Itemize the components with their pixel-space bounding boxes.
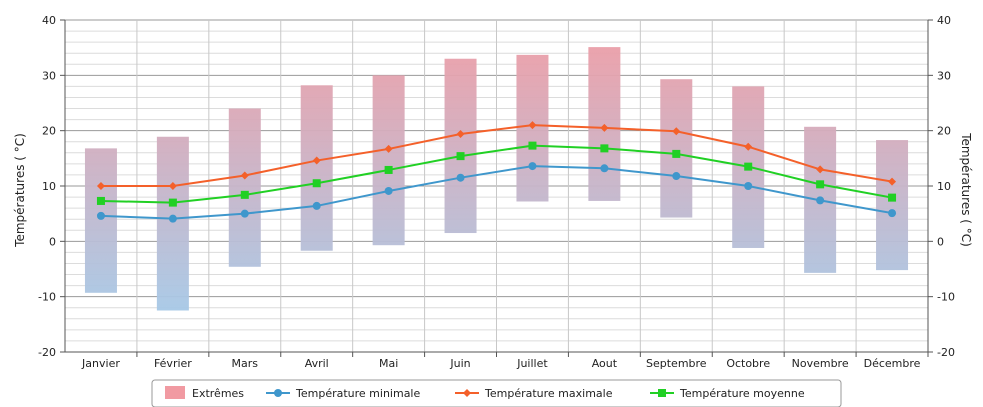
extremes-bars bbox=[84, 47, 909, 311]
series-point bbox=[816, 165, 825, 174]
y-axis-right-title: Températures ( °C) bbox=[959, 132, 973, 247]
series-point bbox=[168, 214, 177, 223]
series-point bbox=[816, 196, 825, 205]
y-tick-label-right: 10 bbox=[937, 180, 951, 193]
x-tick-label: Septembre bbox=[646, 357, 707, 370]
extremes-bar bbox=[156, 136, 189, 311]
series-point bbox=[672, 149, 681, 158]
y-tick-label-right: 40 bbox=[937, 14, 951, 27]
series-point bbox=[456, 152, 465, 161]
series-lines bbox=[96, 121, 897, 223]
extremes-bar bbox=[228, 108, 261, 267]
series-point bbox=[816, 180, 825, 189]
y-tick-label-right: 0 bbox=[937, 235, 944, 248]
series-point bbox=[384, 144, 393, 153]
x-tick-label: Mars bbox=[232, 357, 259, 370]
x-tick-label: Avril bbox=[305, 357, 329, 370]
x-tick-label: Janvier bbox=[81, 357, 120, 370]
x-tick-label: Février bbox=[154, 357, 192, 370]
extremes-bar bbox=[300, 85, 333, 251]
x-tick-label: Décembre bbox=[864, 357, 921, 370]
x-tick-label: Mai bbox=[379, 357, 398, 370]
series-line bbox=[100, 144, 893, 204]
series-point bbox=[240, 190, 249, 199]
legend-label-moy: Température moyenne bbox=[679, 387, 805, 400]
y-tick-label-left: -20 bbox=[38, 346, 56, 359]
legend-marker-min bbox=[274, 389, 282, 397]
y-tick-label-right: -10 bbox=[937, 291, 955, 304]
series-point bbox=[456, 129, 465, 138]
legend-label-min: Température minimale bbox=[295, 387, 420, 400]
series-point bbox=[528, 141, 537, 150]
y-tick-label-left: 20 bbox=[42, 125, 56, 138]
legend-label-extremes: Extrêmes bbox=[192, 387, 244, 400]
legend-frame bbox=[151, 379, 842, 407]
x-tick-label: Novembre bbox=[792, 357, 849, 370]
x-tick-label: Juin bbox=[449, 357, 470, 370]
y-tick-label-right: 30 bbox=[937, 69, 951, 82]
x-tick-label: Octobre bbox=[726, 357, 770, 370]
series-point bbox=[744, 162, 753, 171]
extremes-bar bbox=[876, 140, 909, 271]
series-point bbox=[312, 179, 321, 188]
y-tick-label-right: 20 bbox=[937, 125, 951, 138]
y-axis-left-title: Températures ( °C) bbox=[13, 133, 27, 248]
axes: -20 -20 -10 -10 0 0 10 10 20 20 30 30 40 40 Janvier Fév… bbox=[38, 14, 955, 370]
series-point bbox=[96, 211, 105, 220]
x-tick-label: Aout bbox=[592, 357, 618, 370]
y-tick-label-right: -20 bbox=[937, 346, 955, 359]
extremes-bar bbox=[444, 58, 477, 234]
series-point bbox=[96, 182, 105, 190]
extremes-bar bbox=[660, 79, 693, 218]
grid-lines bbox=[64, 19, 929, 353]
series-point bbox=[888, 193, 897, 202]
series-point bbox=[96, 196, 105, 205]
legend-swatch-extremes bbox=[165, 386, 185, 399]
series-point bbox=[600, 164, 609, 173]
y-tick-label-left: 30 bbox=[42, 69, 56, 82]
series-point bbox=[312, 201, 321, 210]
series-point bbox=[240, 171, 249, 180]
legend: Extrêmes Température minimale Températur… bbox=[151, 379, 842, 407]
x-tick-label: Juillet bbox=[516, 357, 548, 370]
series-point bbox=[528, 162, 537, 171]
legend-label-max: Température maximale bbox=[484, 387, 613, 400]
series-point bbox=[888, 177, 897, 186]
legend-marker-moy bbox=[658, 389, 666, 397]
extremes-bar bbox=[84, 148, 117, 293]
series-point bbox=[240, 209, 249, 218]
series-point bbox=[600, 123, 609, 132]
series-line bbox=[100, 124, 893, 187]
series-point bbox=[384, 165, 393, 174]
series-point bbox=[672, 127, 681, 136]
series-point bbox=[384, 186, 393, 195]
series-point bbox=[600, 144, 609, 153]
extremes-bar bbox=[372, 75, 405, 246]
series-line bbox=[100, 165, 893, 220]
series-point bbox=[168, 198, 177, 207]
series-point bbox=[168, 182, 177, 190]
y-tick-label-left: 40 bbox=[42, 14, 56, 27]
y-tick-label-left: -10 bbox=[38, 291, 56, 304]
series-point bbox=[456, 173, 465, 182]
series-point bbox=[312, 156, 321, 165]
y-tick-label-left: 10 bbox=[42, 180, 56, 193]
series-point bbox=[744, 142, 753, 151]
series-point bbox=[672, 172, 681, 181]
y-tick-label-left: 0 bbox=[49, 235, 56, 248]
series-point bbox=[528, 121, 537, 130]
series-point bbox=[744, 182, 753, 190]
series-point bbox=[888, 209, 897, 218]
legend-marker-max bbox=[463, 389, 471, 397]
